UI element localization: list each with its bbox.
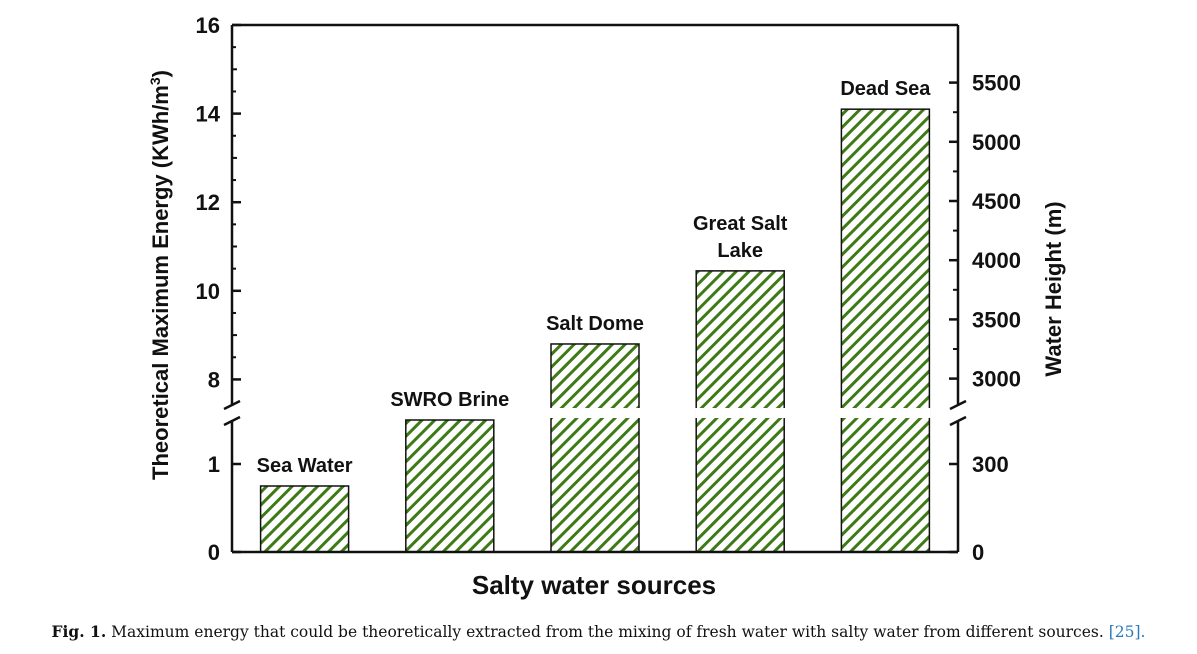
caption-text: Maximum energy that could be theoretical… [111, 623, 1104, 641]
y2-tick-label: 3500 [972, 307, 1021, 332]
bar [259, 485, 350, 553]
bar-data-label: Dead Sea [840, 78, 931, 100]
secondary-y-axis-title: Water Height (m) [1041, 201, 1066, 376]
right-axis-break-mark [949, 415, 967, 427]
bar-data-label: Great Salt [693, 213, 788, 235]
right-axis-break-mark [949, 399, 967, 411]
bar [550, 343, 640, 553]
y2-tick-label: 3000 [972, 367, 1021, 392]
bar-data-label: Sea Water [257, 455, 353, 477]
x-axis-title: Salty water sources [472, 570, 716, 600]
caption-label: Fig. 1. [51, 622, 107, 641]
bar [840, 108, 931, 553]
y2-tick-label: 4000 [972, 248, 1021, 273]
y-tick-label: 1 [208, 452, 220, 477]
y-tick-label: 10 [196, 279, 220, 304]
y2-tick-label: 300 [972, 452, 1009, 477]
bar-axis-break-gap [550, 408, 640, 418]
y-tick-label: 12 [196, 190, 220, 215]
y-tick-label: 8 [208, 367, 220, 392]
left-axis-break-mark [223, 415, 241, 427]
y-tick-label: 14 [196, 102, 221, 127]
y2-tick-label: 0 [972, 540, 984, 565]
bar-data-label: Lake [717, 240, 763, 262]
y2-tick-label: 5500 [972, 71, 1021, 96]
left-axis-break-mark [223, 399, 241, 411]
y-tick-label: 0 [208, 540, 220, 565]
bar [405, 419, 495, 553]
bar-data-label: Salt Dome [546, 313, 644, 335]
y2-tick-label: 4500 [972, 189, 1021, 214]
y2-tick-label: 5000 [972, 130, 1021, 155]
bar-axis-break-gap [840, 408, 931, 418]
y-tick-label: 16 [196, 13, 220, 38]
y-axis-title: Theoretical Maximum Energy (KWh/m3) [147, 70, 173, 480]
caption-reference-link[interactable]: [25]. [1108, 623, 1146, 641]
bar-axis-break-gap [695, 408, 786, 418]
figure-caption: Fig. 1. Maximum energy that could be the… [0, 622, 1197, 641]
bar-data-label: SWRO Brine [390, 389, 509, 411]
bar-chart: Sea Water SWRO Brine Salt Dome Great Salt La… [147, 13, 1066, 600]
